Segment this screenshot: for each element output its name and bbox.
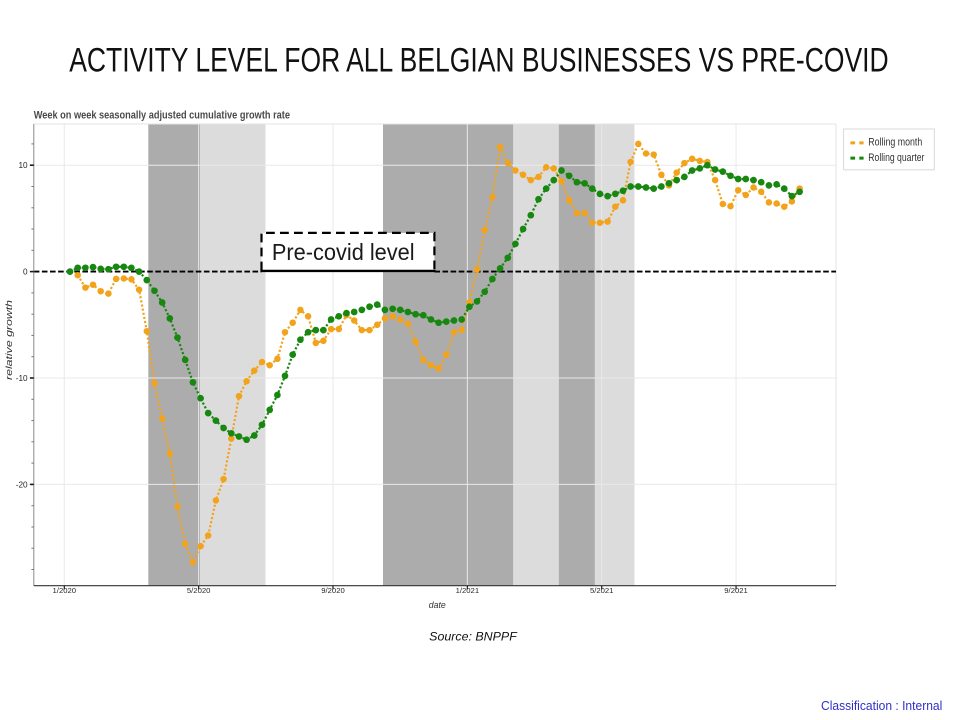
svg-text:1/2020: 1/2020: [53, 586, 77, 595]
svg-text:10: 10: [18, 161, 28, 170]
svg-text:Rolling quarter: Rolling quarter: [868, 152, 924, 164]
svg-text:Pre-covid level: Pre-covid level: [272, 239, 415, 265]
svg-text:Source: BNPPF: Source: BNPPF: [429, 629, 517, 643]
svg-text:1/2021: 1/2021: [456, 586, 480, 595]
svg-text:Week on week seasonally adjust: Week on week seasonally adjusted cumulat…: [34, 109, 290, 121]
svg-text:date: date: [429, 600, 446, 610]
svg-text:9/2021: 9/2021: [724, 586, 748, 595]
svg-text:0: 0: [23, 268, 28, 277]
svg-text:5/2021: 5/2021: [590, 586, 614, 595]
svg-text:5/2020: 5/2020: [187, 586, 211, 595]
svg-text:Classification : Internal: Classification : Internal: [821, 699, 942, 713]
svg-text:relative growth: relative growth: [4, 300, 14, 380]
svg-text:-10: -10: [16, 374, 28, 383]
svg-text:ACTIVITY LEVEL FOR ALL BELGIAN: ACTIVITY LEVEL FOR ALL BELGIAN BUSINESSE…: [69, 42, 889, 80]
svg-text:-20: -20: [16, 480, 28, 489]
svg-text:9/2020: 9/2020: [321, 586, 345, 595]
svg-text:Rolling month: Rolling month: [868, 137, 922, 149]
